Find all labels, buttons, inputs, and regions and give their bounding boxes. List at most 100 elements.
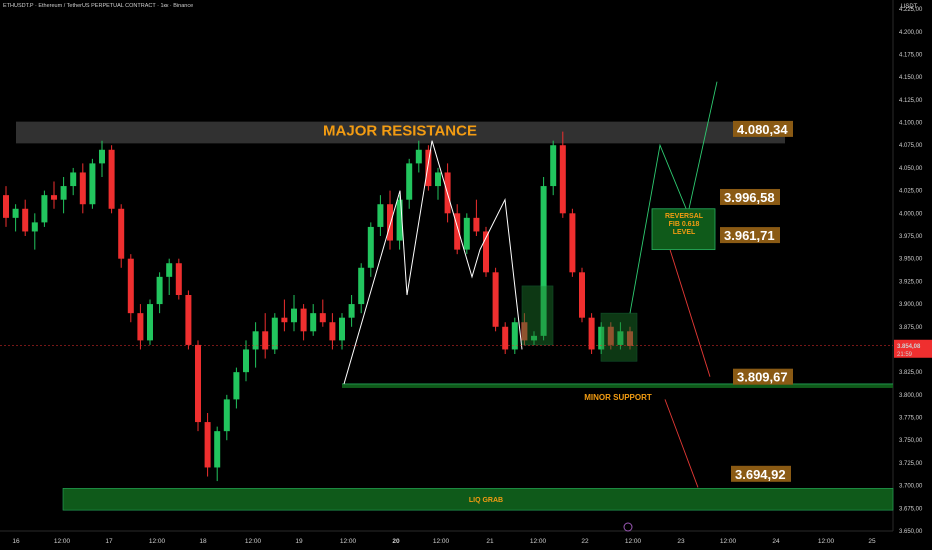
candle-bullish (463, 217, 470, 250)
candle-bullish (156, 276, 163, 305)
candle-bearish (473, 217, 480, 232)
time-tick-label: 12:00 (54, 538, 71, 545)
projection-path-bullish (629, 81, 718, 314)
projection-path-bearish (669, 249, 711, 377)
candle-bullish (310, 313, 317, 332)
candle-bearish (521, 322, 528, 341)
candle-bullish (406, 163, 413, 200)
candle-bullish (31, 222, 38, 232)
candle-bullish (367, 226, 374, 268)
time-tick-label: 12:00 (720, 538, 737, 545)
time-tick-label: 12:00 (433, 538, 450, 545)
time-tick-label: 25 (868, 538, 876, 545)
time-tick-label: 12:00 (530, 538, 547, 545)
event-marker-icon[interactable] (623, 522, 633, 532)
candle-bearish (185, 295, 192, 345)
candle-bearish (137, 313, 144, 341)
liq-grab-title: LIQ GRAB (469, 497, 503, 504)
price-tick-label: 3.650,00 (899, 529, 923, 535)
liq-level-label-bg (731, 465, 791, 482)
resistance-level-label: 4.080,34 (737, 122, 788, 137)
price-tick-label: 4.125,00 (899, 98, 923, 104)
candle-bearish (175, 263, 182, 295)
time-tick-label: 22 (581, 538, 589, 545)
candle-bearish (127, 258, 134, 314)
candle-bearish (22, 208, 29, 232)
reversal-box (651, 208, 716, 251)
candle-bullish (99, 149, 105, 164)
candle-bearish (492, 272, 499, 327)
candle-bullish (271, 317, 278, 350)
candle-bearish (579, 272, 585, 318)
candle-bullish (339, 317, 345, 341)
price-tick-label: 3.750,00 (899, 438, 923, 444)
candle-bearish (108, 149, 115, 209)
time-tick-label: 12:00 (818, 538, 835, 545)
candle-bearish (319, 313, 326, 323)
time-tick-label: 17 (105, 538, 113, 545)
reversal-label: REVERSAL (665, 213, 704, 220)
candle-bullish (147, 304, 153, 341)
candle-bullish (89, 163, 96, 205)
candle-bearish (3, 195, 9, 218)
time-tick-label: 19 (295, 538, 303, 545)
candle-bullish (70, 172, 77, 187)
liq-grab-zone (62, 488, 894, 511)
candle-bearish (627, 331, 633, 346)
candle-bullish (223, 399, 230, 432)
time-tick-label: 23 (677, 538, 685, 545)
symbol-header: ETHUSDT.P · Ethereum / TetherUS PERPETUA… (3, 3, 194, 9)
resistance-title: MAJOR RESISTANCE (323, 123, 477, 140)
time-tick-label: 24 (772, 538, 780, 545)
candle-bullish (598, 326, 605, 350)
candle-bearish (329, 322, 336, 341)
candle-bearish (118, 208, 125, 259)
countdown-label: 21:59 (897, 352, 913, 358)
candle-bearish (387, 204, 393, 241)
projection-path-bearish (664, 399, 699, 488)
time-tick-label: 16 (12, 538, 20, 545)
candle-bearish (195, 344, 201, 423)
time-tick-label: 12:00 (340, 538, 357, 545)
candle-bullish (377, 204, 384, 227)
time-tick-label: 20 (392, 538, 400, 545)
candle-bearish (559, 145, 566, 214)
time-tick-label: 12:00 (149, 538, 166, 545)
candle-bullish (291, 308, 297, 323)
candle-bullish (252, 331, 259, 350)
price-tick-label: 4.075,00 (899, 143, 923, 149)
minor-support-title: MINOR SUPPORT (584, 393, 652, 402)
price-tick-label: 3.975,00 (899, 234, 923, 240)
fib-lower-level-label: 3.961,71 (724, 228, 775, 243)
price-tick-label: 3.725,00 (899, 461, 923, 467)
candle-bullish (540, 186, 547, 336)
candle-bearish (454, 213, 461, 250)
price-tick-label: 3.825,00 (899, 370, 923, 376)
candle-bearish (569, 213, 576, 273)
candle-bearish (51, 195, 57, 200)
price-tick-label: 4.050,00 (899, 166, 923, 172)
price-tick-label: 3.925,00 (899, 279, 923, 285)
consolidation-box (600, 312, 638, 362)
candle-bearish (502, 326, 509, 350)
resistance-zone (16, 121, 785, 144)
fib-lower-level-label-bg (720, 227, 780, 244)
reversal-label: FIB 0.618 (669, 221, 700, 228)
current-price-label: 3.854,08 (897, 344, 921, 350)
candle-bullish (243, 349, 249, 373)
candle-bullish (550, 145, 557, 187)
price-tick-label: 4.025,00 (899, 189, 923, 195)
candle-bullish (415, 149, 422, 164)
candle-bullish (41, 195, 48, 223)
price-tick-label: 3.900,00 (899, 302, 923, 308)
candle-bearish (262, 331, 269, 350)
price-tick-label: 3.675,00 (899, 506, 923, 512)
time-tick-label: 12:00 (245, 538, 262, 545)
price-tick-label: 3.800,00 (899, 393, 923, 399)
candle-bearish (300, 308, 307, 332)
price-tick-label: 4.150,00 (899, 75, 923, 81)
candle-bullish (214, 431, 221, 468)
